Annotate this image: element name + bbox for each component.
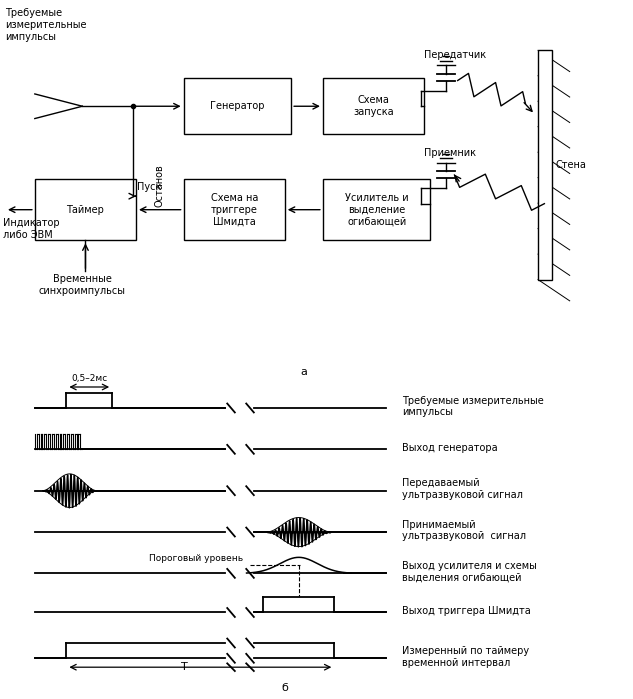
- Text: 0,5–2мс: 0,5–2мс: [71, 374, 108, 383]
- Text: Усилитель и
выделение
огибающей: Усилитель и выделение огибающей: [345, 193, 408, 226]
- Text: Индикатор
либо ЭВМ: Индикатор либо ЭВМ: [3, 218, 60, 240]
- Text: Передаваемый
ультразвуковой сигнал: Передаваемый ультразвуковой сигнал: [402, 478, 523, 500]
- Text: Выход усилителя и схемы
выделения огибающей: Выход усилителя и схемы выделения огибаю…: [402, 561, 537, 582]
- Text: Стена: Стена: [556, 160, 587, 170]
- Bar: [35, 179, 136, 240]
- Text: Измеренный по таймеру
временной интервал: Измеренный по таймеру временной интервал: [402, 646, 529, 668]
- Text: Генератор: Генератор: [210, 101, 265, 111]
- Bar: [184, 179, 285, 240]
- Text: Приемник: Приемник: [424, 147, 476, 158]
- Text: Требуемые измерительные
импульсы: Требуемые измерительные импульсы: [402, 396, 544, 417]
- Text: Временные
синхроимпульсы: Временные синхроимпульсы: [39, 274, 126, 296]
- Text: Схема
запуска: Схема запуска: [353, 96, 394, 117]
- Bar: [538, 50, 552, 280]
- Bar: [323, 78, 424, 134]
- Bar: [184, 78, 291, 134]
- Text: Таймер: Таймер: [66, 205, 104, 215]
- Bar: [323, 179, 430, 240]
- Text: б: б: [282, 684, 288, 693]
- Text: Передатчик: Передатчик: [424, 50, 486, 60]
- Text: а: а: [301, 368, 307, 377]
- Text: Принимаемый
ультразвуковой  сигнал: Принимаемый ультразвуковой сигнал: [402, 519, 526, 541]
- Text: Выход генератора: Выход генератора: [402, 442, 498, 453]
- Text: Т: Т: [181, 661, 188, 672]
- Text: Пороговый уровень: Пороговый уровень: [149, 554, 243, 563]
- Text: Схема на
триггере
Шмидта: Схема на триггере Шмидта: [211, 193, 258, 226]
- Text: Останов: Останов: [155, 164, 165, 207]
- Text: Выход триггера Шмидта: Выход триггера Шмидта: [402, 606, 530, 616]
- Text: Пуск: Пуск: [137, 182, 162, 192]
- Text: Требуемые
измерительные
импульсы: Требуемые измерительные импульсы: [5, 8, 87, 41]
